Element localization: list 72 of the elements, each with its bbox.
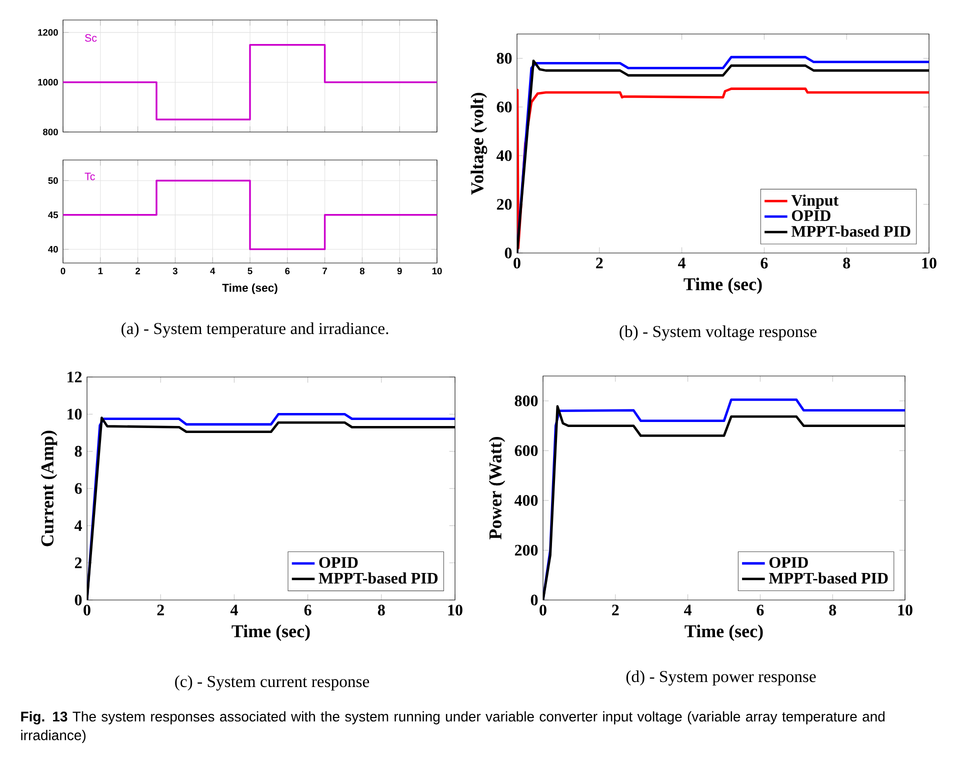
x-tick-label: 10 <box>432 268 442 274</box>
y-tick-label: 800 <box>43 128 58 136</box>
x-axis-title: Time (sec) <box>684 278 762 294</box>
legend-label: MPPT-based PID <box>791 226 910 237</box>
x-tick-label: 3 <box>172 268 178 274</box>
x-tick-label: 10 <box>922 258 936 268</box>
y-tick-label: 800 <box>514 395 538 406</box>
x-tick-label: 0 <box>540 604 546 616</box>
x-tick-label: 6 <box>756 604 764 616</box>
y-tick-label: 12 <box>68 372 82 382</box>
y-tick-label: 20 <box>496 198 512 210</box>
legend-label: OPID <box>319 557 358 568</box>
legend-label: OPID <box>769 557 808 568</box>
x-tick-label: 4 <box>678 258 686 268</box>
x-tick-label: 10 <box>898 604 912 616</box>
y-tick-label: 0 <box>530 594 538 606</box>
text: (c) - System current response <box>175 675 370 691</box>
y-tick-label: 1000 <box>38 78 58 86</box>
y-tick-label: 80 <box>496 52 512 64</box>
x-axis-title: Time (sec) <box>684 624 763 641</box>
text: (a) - System temperature and irradiance. <box>122 322 388 338</box>
y-tick-label: 8 <box>74 446 82 457</box>
x-tick-label: 0 <box>60 268 66 274</box>
x-tick-label: 8 <box>360 268 365 274</box>
y-tick-label: 400 <box>514 495 538 506</box>
y-tick-label: 60 <box>496 102 512 112</box>
legend-label: OPID <box>792 210 830 222</box>
x-tick-label: 6 <box>285 268 290 274</box>
y-tick-label: 50 <box>48 177 58 184</box>
y-axis-title: Voltage (volt) <box>470 92 488 195</box>
x-tick-label: 1 <box>98 268 103 274</box>
y-tick-label: 10 <box>68 408 82 420</box>
x-tick-label: 7 <box>322 268 327 274</box>
y-tick-label: 600 <box>514 445 538 456</box>
y-tick-label: 200 <box>514 544 538 556</box>
x-tick-label: 5 <box>248 268 252 274</box>
y-tick-label: 0 <box>504 248 512 258</box>
y-tick-label: 40 <box>496 150 512 162</box>
x-tick-label: 4 <box>684 604 692 616</box>
x-tick-label: 8 <box>843 258 850 268</box>
x-tick-label: 10 <box>448 604 462 616</box>
y-axis-title: Current (Amp) <box>40 430 58 546</box>
x-tick-label: 2 <box>136 268 140 274</box>
x-tick-label: 6 <box>760 258 768 268</box>
x-tick-label: 2 <box>612 604 619 616</box>
y-tick-label: 40 <box>48 246 58 253</box>
x-axis-title: Time (sec) <box>232 624 310 641</box>
y-tick-label: 0 <box>74 594 82 606</box>
x-axis-title: Time (sec) <box>222 283 278 294</box>
x-tick-label: 8 <box>829 604 836 616</box>
legend-label: MPPT-based PID <box>318 572 438 584</box>
y-tick-label: 6 <box>74 483 82 494</box>
x-tick-label: 9 <box>397 268 402 274</box>
y-axis-title: Power (Watt) <box>488 437 506 540</box>
text: (b) - System voltage response <box>620 325 816 341</box>
legend-label: Vinput <box>791 194 839 210</box>
x-tick-label: 4 <box>210 268 216 274</box>
legend-label: MPPT-based PID <box>768 572 888 584</box>
x-tick-label: 8 <box>378 604 385 616</box>
x-tick-label: 4 <box>230 604 238 616</box>
text: Sc <box>85 34 97 42</box>
y-tick-label: 2 <box>74 558 82 568</box>
y-tick-label: 45 <box>48 212 58 218</box>
x-tick-label: 0 <box>84 604 90 616</box>
y-tick-label: 1200 <box>38 29 58 36</box>
text: Fig. 13 The system responses associated with the system running under variable converter input voltage (variable array temperature and irradiance) <box>21 711 885 743</box>
x-tick-label: 2 <box>596 258 603 268</box>
x-tick-label: 2 <box>157 604 164 616</box>
y-tick-label: 4 <box>74 520 82 531</box>
text: Tc <box>84 172 95 180</box>
text: (d) - System power response <box>626 670 816 686</box>
x-tick-label: 6 <box>304 604 312 616</box>
